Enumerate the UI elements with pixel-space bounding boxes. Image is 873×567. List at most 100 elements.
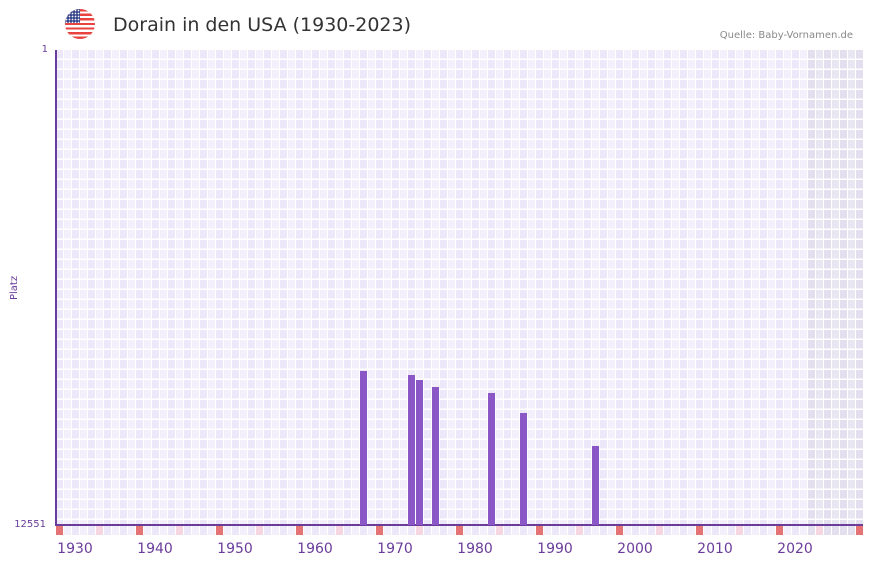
bar-1986[interactable] xyxy=(520,413,527,525)
grid-column xyxy=(656,50,664,525)
bar-1972[interactable] xyxy=(408,375,415,525)
year-marker xyxy=(104,526,111,535)
year-marker xyxy=(704,526,711,535)
year-marker xyxy=(648,526,655,535)
bar-1975[interactable] xyxy=(432,387,439,525)
year-marker xyxy=(80,526,87,535)
grid-column xyxy=(152,50,160,525)
year-marker xyxy=(672,526,679,535)
grid-column xyxy=(808,50,816,525)
bar-1982[interactable] xyxy=(488,392,495,525)
grid-column xyxy=(280,50,288,525)
year-marker xyxy=(520,526,527,535)
grid-column xyxy=(176,50,184,525)
grid-column xyxy=(712,50,720,525)
bar-1995[interactable] xyxy=(592,446,599,525)
year-marker xyxy=(184,526,191,535)
bar-1973[interactable] xyxy=(416,380,423,525)
grid-column xyxy=(408,50,416,525)
year-marker xyxy=(832,526,839,535)
year-marker xyxy=(688,526,695,535)
year-marker xyxy=(656,526,663,535)
year-marker xyxy=(400,526,407,535)
year-marker xyxy=(744,526,751,535)
grid-column xyxy=(128,50,136,525)
grid-column xyxy=(696,50,704,525)
y-axis-line xyxy=(55,50,57,526)
year-marker xyxy=(416,526,423,535)
year-marker xyxy=(384,526,391,535)
year-marker xyxy=(296,526,303,535)
grid-column xyxy=(424,50,432,525)
grid-column xyxy=(232,50,240,525)
year-marker xyxy=(504,526,511,535)
chart-title: Dorain in den USA (1930-2023) xyxy=(113,14,412,36)
grid-column xyxy=(296,50,304,525)
source-link[interactable]: Quelle: Baby-Vornamen.de xyxy=(719,30,853,41)
year-marker xyxy=(488,526,495,535)
year-marker xyxy=(248,526,255,535)
decade-marker-row xyxy=(55,526,863,535)
year-marker xyxy=(336,526,343,535)
year-marker xyxy=(456,526,463,535)
year-marker xyxy=(176,526,183,535)
year-marker xyxy=(448,526,455,535)
year-marker xyxy=(592,526,599,535)
year-marker xyxy=(760,526,767,535)
grid-column xyxy=(744,50,752,525)
grid-column xyxy=(568,50,576,525)
year-marker xyxy=(320,526,327,535)
grid-column xyxy=(664,50,672,525)
year-marker xyxy=(608,526,615,535)
grid-column xyxy=(80,50,88,525)
x-tick-label: 2020 xyxy=(777,541,813,557)
grid-column xyxy=(576,50,584,525)
year-marker xyxy=(776,526,783,535)
x-tick-label: 1960 xyxy=(297,541,333,557)
year-marker xyxy=(616,526,623,535)
grid-column xyxy=(336,50,344,525)
year-marker xyxy=(64,526,71,535)
year-marker xyxy=(856,526,863,535)
grid-column xyxy=(168,50,176,525)
year-marker xyxy=(144,526,151,535)
grid-column xyxy=(216,50,224,525)
x-tick-label: 1980 xyxy=(457,541,493,557)
grid-column xyxy=(728,50,736,525)
grid-column xyxy=(592,50,600,525)
grid-column xyxy=(536,50,544,525)
grid-column xyxy=(672,50,680,525)
bar-1966[interactable] xyxy=(360,370,367,525)
year-marker xyxy=(280,526,287,535)
year-marker xyxy=(632,526,639,535)
year-marker xyxy=(160,526,167,535)
grid-column xyxy=(224,50,232,525)
year-marker xyxy=(800,526,807,535)
year-marker xyxy=(784,526,791,535)
year-marker xyxy=(712,526,719,535)
grid-column xyxy=(472,50,480,525)
year-marker xyxy=(576,526,583,535)
plot-area xyxy=(55,50,863,525)
grid-column xyxy=(832,50,840,525)
grid-column xyxy=(392,50,400,525)
year-marker xyxy=(840,526,847,535)
grid-column xyxy=(616,50,624,525)
year-marker xyxy=(200,526,207,535)
grid-column xyxy=(120,50,128,525)
year-marker xyxy=(848,526,855,535)
year-marker xyxy=(56,526,63,535)
year-marker xyxy=(664,526,671,535)
year-marker xyxy=(96,526,103,535)
year-marker xyxy=(232,526,239,535)
grid-column xyxy=(552,50,560,525)
grid-column xyxy=(720,50,728,525)
year-marker xyxy=(72,526,79,535)
grid-column xyxy=(112,50,120,525)
year-marker xyxy=(192,526,199,535)
year-marker xyxy=(680,526,687,535)
year-marker xyxy=(816,526,823,535)
year-marker xyxy=(512,526,519,535)
grid-column xyxy=(544,50,552,525)
grid-column xyxy=(352,50,360,525)
